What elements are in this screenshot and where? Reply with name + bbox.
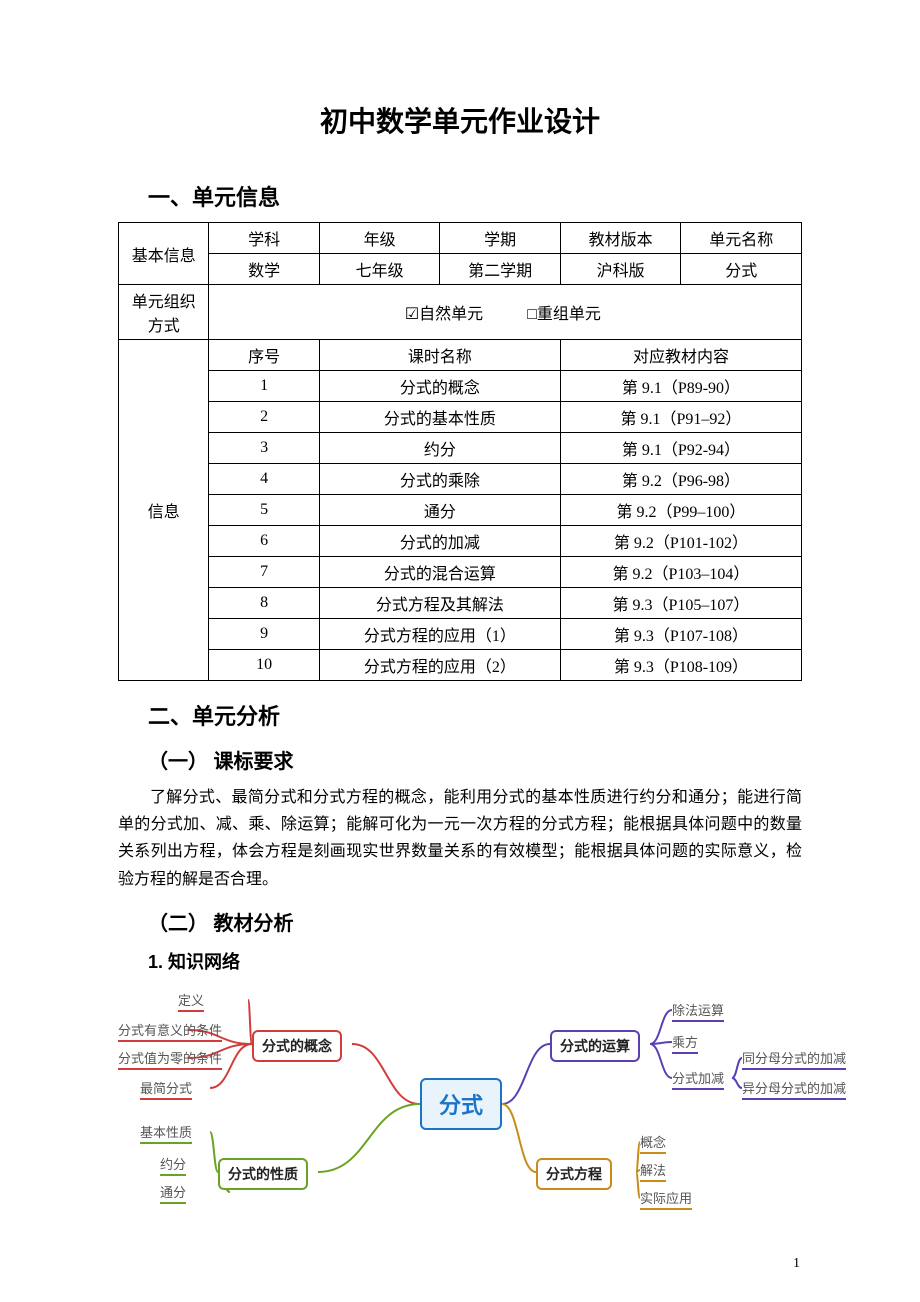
page-number: 1 <box>793 1256 800 1272</box>
table-row: 6分式的加减第 9.2（P101-102） <box>119 526 802 557</box>
section2-heading: 二、单元分析 <box>148 699 802 731</box>
table-row: 5通分第 9.2（P99–100） <box>119 495 802 526</box>
mindmap-branch-concept: 分式的概念 <box>252 1030 342 1062</box>
org-label: 单元组织方式 <box>119 285 209 340</box>
table-row: 单元组织方式 ☑自然单元 □重组单元 <box>119 285 802 340</box>
unit-org-choices: ☑自然单元 □重组单元 <box>209 285 802 340</box>
table-row: 10分式方程的应用（2）第 9.3（P108-109） <box>119 650 802 681</box>
mindmap-leaf: 概念 <box>640 1132 666 1154</box>
table-row: 7分式的混合运算第 9.2（P103–104） <box>119 557 802 588</box>
mindmap-leaf: 定义 <box>178 990 204 1012</box>
sub1-heading: （一） 课标要求 <box>148 745 802 774</box>
table-row: 基本信息 学科 年级 学期 教材版本 单元名称 <box>119 223 802 254</box>
section1-heading: 一、单元信息 <box>148 180 802 212</box>
mindmap-leaf: 实际应用 <box>640 1188 692 1210</box>
mindmap-leaf: 约分 <box>160 1154 186 1176</box>
table-row: 信息 序号 课时名称 对应教材内容 <box>119 340 802 371</box>
mindmap-leaf: 分式值为零的条件 <box>118 1048 222 1070</box>
checkbox-reorg: □重组单元 <box>507 300 768 324</box>
table-row: 数学 七年级 第二学期 沪科版 分式 <box>119 254 802 285</box>
mindmap-leaf: 除法运算 <box>672 1000 724 1022</box>
mindmap-center: 分式 <box>420 1078 502 1130</box>
table-row: 4分式的乘除第 9.2（P96-98） <box>119 464 802 495</box>
mindmap-leaf: 通分 <box>160 1182 186 1204</box>
subsub1-heading: 1. 知识网络 <box>148 948 802 974</box>
mindmap-branch-property: 分式的性质 <box>218 1158 308 1190</box>
mindmap-branch-equation: 分式方程 <box>536 1158 612 1190</box>
mindmap-leaf: 同分母分式的加减 <box>742 1048 846 1070</box>
standards-paragraph: 了解分式、最简分式和分式方程的概念，能利用分式的基本性质进行约分和通分；能进行简… <box>118 784 802 893</box>
mindmap-leaf: 最简分式 <box>140 1078 192 1100</box>
table-row: 3约分第 9.1（P92-94） <box>119 433 802 464</box>
mindmap-leaf: 解法 <box>640 1160 666 1182</box>
info-table: 基本信息 学科 年级 学期 教材版本 单元名称 数学 七年级 第二学期 沪科版 … <box>118 222 802 681</box>
mindmap-leaf: 分式有意义的条件 <box>118 1020 222 1042</box>
mindmap-leaf: 基本性质 <box>140 1122 192 1144</box>
mindmap-branch-operation: 分式的运算 <box>550 1030 640 1062</box>
basic-info-label: 基本信息 <box>119 223 209 285</box>
checkbox-natural: ☑自然单元 <box>242 300 503 324</box>
mindmap-leaf: 分式加减 <box>672 1068 724 1090</box>
lessons-label: 信息 <box>119 340 209 681</box>
table-row: 1分式的概念第 9.1（P89-90） <box>119 371 802 402</box>
sub2-heading: （二） 教材分析 <box>148 907 802 936</box>
table-row: 8分式方程及其解法第 9.3（P105–107） <box>119 588 802 619</box>
knowledge-mindmap: 分式 分式的概念 定义分式有意义的条件分式值为零的条件最简分式分式的性质 基本性质约分… <box>118 982 838 1242</box>
table-row: 9分式方程的应用（1）第 9.3（P107-108） <box>119 619 802 650</box>
mindmap-leaf: 异分母分式的加减 <box>742 1078 846 1100</box>
page-title: 初中数学单元作业设计 <box>118 100 802 140</box>
table-row: 2分式的基本性质第 9.1（P91–92） <box>119 402 802 433</box>
mindmap-leaf: 乘方 <box>672 1032 698 1054</box>
